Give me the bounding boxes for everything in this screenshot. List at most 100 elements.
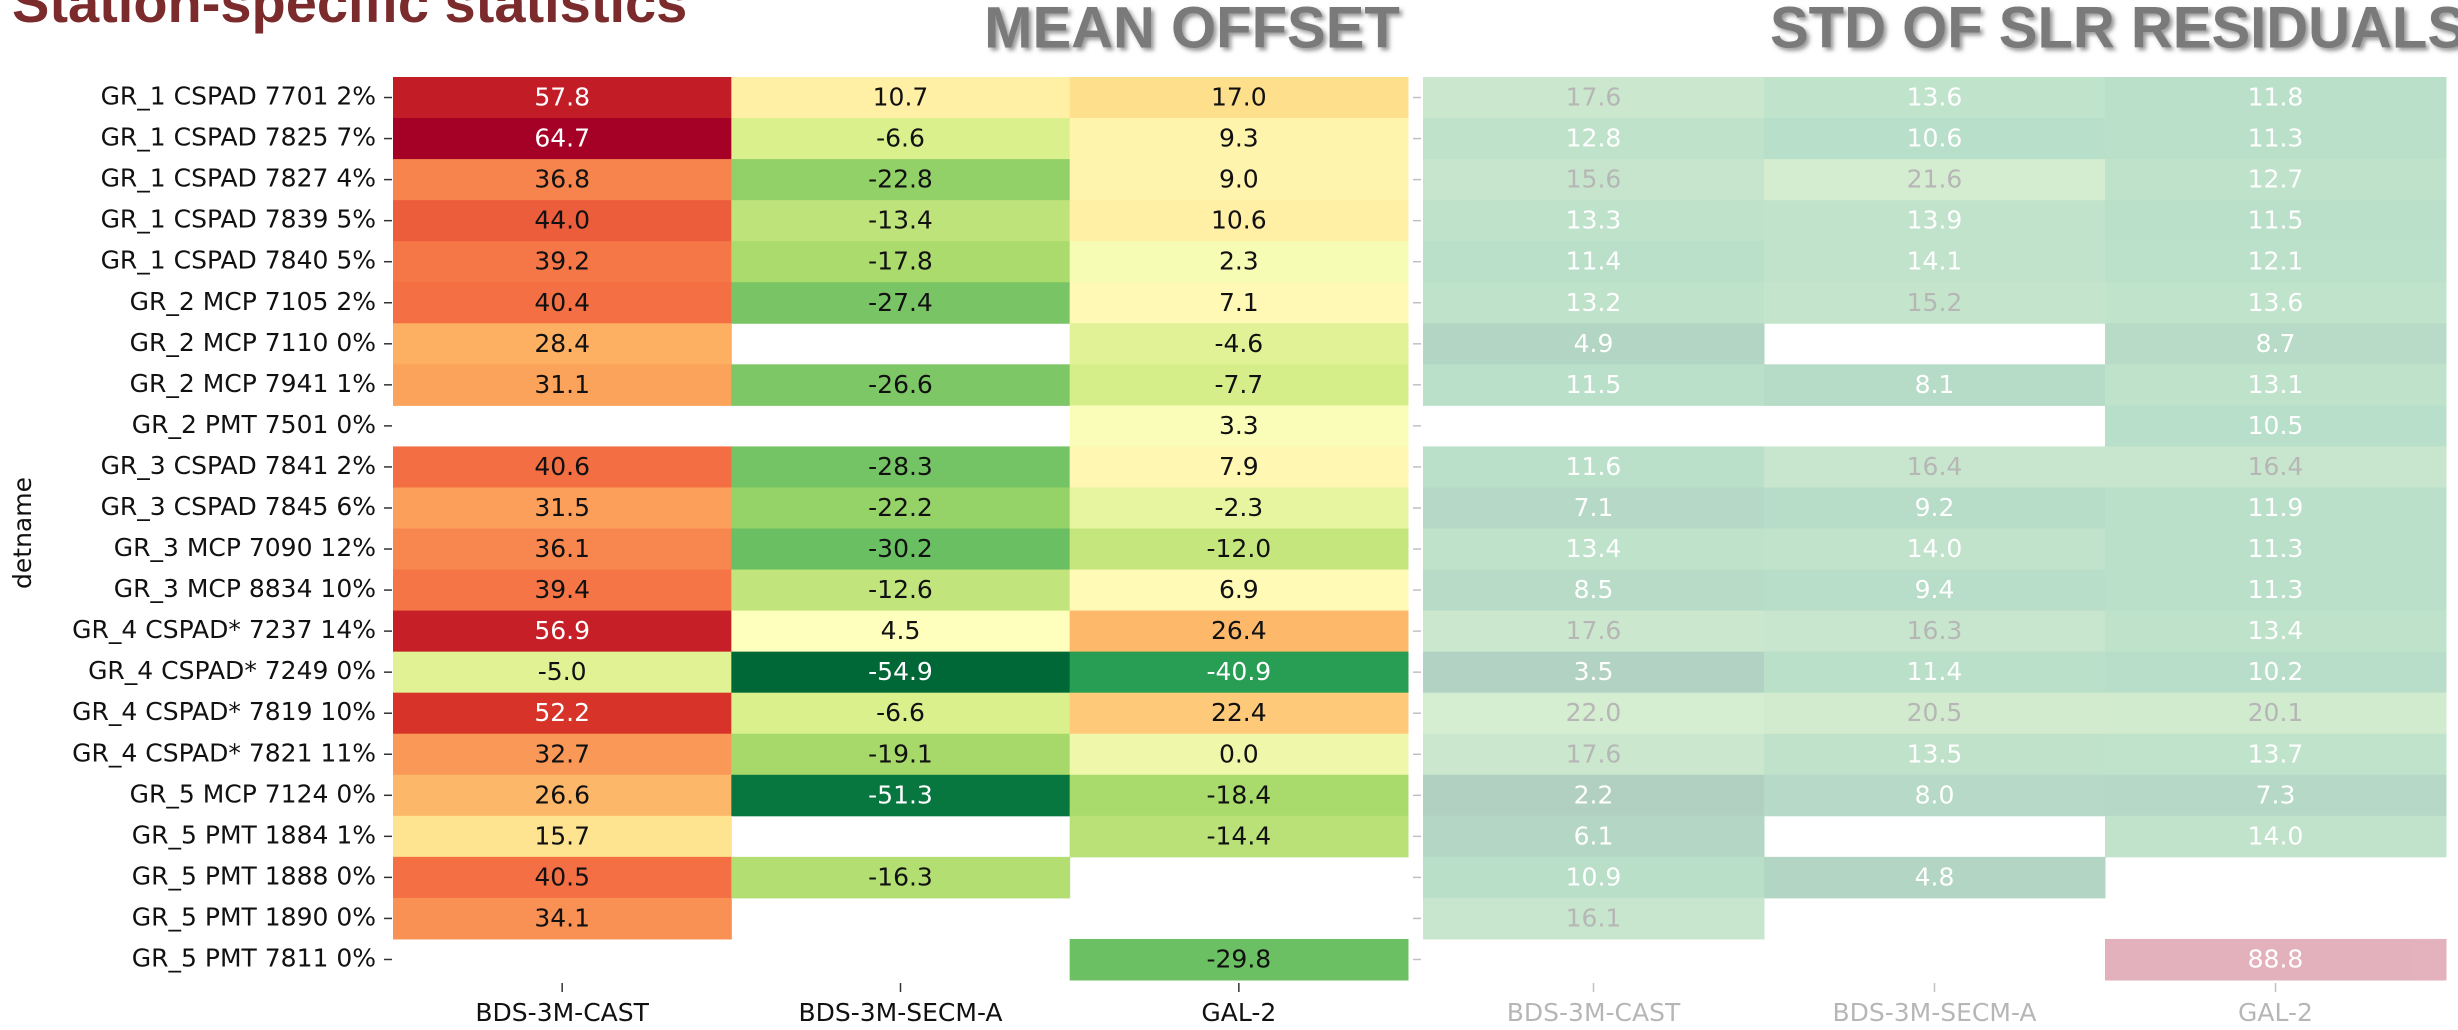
cell-label: 7.1	[1219, 288, 1259, 317]
cell-label: 13.9	[1907, 206, 1963, 235]
cell-label: 40.5	[534, 862, 590, 891]
heatmap-cell	[2105, 118, 2447, 160]
heatmap-cell	[393, 692, 732, 735]
heatmap-cell	[731, 528, 1071, 571]
cell-label: -27.4	[868, 288, 933, 317]
heatmap-cell	[1423, 364, 1765, 406]
cell-label: 20.1	[2248, 698, 2304, 727]
heatmap-cell	[1764, 569, 2106, 612]
heatmap-cell	[1069, 733, 1409, 776]
heatmap-cell	[1764, 118, 2106, 160]
heatmap-cell	[1069, 815, 1409, 858]
cell-label: 36.1	[534, 534, 590, 563]
y-axis-label: detname	[8, 477, 37, 589]
cell-label: -40.9	[1206, 657, 1271, 686]
x-tick-label: BDS-3M-SECM-A	[798, 998, 1002, 1027]
cell-label: 28.4	[534, 329, 590, 358]
heatmap-cell	[2105, 733, 2447, 776]
y-tick-label: GR_2 PMT 7501 0%	[132, 410, 376, 439]
heatmap-cell	[2105, 774, 2447, 817]
cell-label: 13.5	[1907, 739, 1963, 768]
heatmap-cell	[393, 610, 732, 653]
cell-label: 8.5	[1574, 575, 1614, 604]
cell-label: -12.6	[868, 575, 933, 604]
heatmap-cell	[1423, 528, 1765, 571]
cell-label: 13.4	[1566, 534, 1622, 563]
cell-label: 11.4	[1907, 657, 1963, 686]
cell-label: 4.5	[881, 616, 921, 645]
heatmap-cell	[731, 569, 1071, 612]
heatmap-cell	[2105, 938, 2447, 981]
cell-label: -6.6	[876, 124, 925, 153]
cell-label: 64.7	[534, 124, 590, 153]
heatmap-cell	[2105, 446, 2447, 488]
cell-label: 13.2	[1566, 288, 1622, 317]
heatmap-cell	[1069, 610, 1409, 653]
heatmap-cell	[2105, 282, 2447, 324]
heatmap-cell	[1423, 815, 1765, 858]
cell-label: 15.7	[534, 821, 590, 850]
heatmap-cell	[1069, 118, 1409, 160]
cell-label: 44.0	[534, 206, 590, 235]
y-tick-label: GR_1 CSPAD 7827 4%	[101, 164, 376, 193]
heatmap-cell	[1764, 692, 2106, 735]
y-tick-label: GR_5 MCP 7124 0%	[130, 779, 376, 808]
heatmap-cell	[1764, 733, 2106, 776]
heatmap-cell	[393, 733, 732, 776]
cell-label: -30.2	[868, 534, 933, 563]
heatmap-cell	[731, 774, 1071, 817]
cell-label: -28.3	[868, 452, 933, 481]
cell-label: 11.8	[2248, 83, 2304, 112]
cell-label: 10.6	[1211, 206, 1267, 235]
heatmap-cell	[1764, 241, 2106, 283]
heatmap-cell	[1423, 282, 1765, 324]
heatmap-cell	[2105, 159, 2447, 201]
x-tick-label: GAL-2	[2238, 998, 2313, 1027]
heatmap-cell	[731, 487, 1071, 529]
heatmap-cell	[1069, 77, 1409, 119]
y-tick-label: GR_1 CSPAD 7839 5%	[101, 205, 376, 234]
cell-label: 14.1	[1907, 247, 1963, 276]
heatmap-cell	[1423, 897, 1765, 940]
heatmap-cell	[1423, 446, 1765, 488]
cell-label: 40.4	[534, 288, 590, 317]
heatmap-cell	[1423, 77, 1765, 119]
heatmap-cell	[1764, 487, 2106, 529]
heatmap-cell	[731, 241, 1071, 283]
heatmap-cell	[731, 159, 1071, 201]
heatmap-cell	[1069, 528, 1409, 571]
y-tick-label: GR_4 CSPAD* 7237 14%	[72, 615, 376, 644]
cell-label: -22.8	[868, 165, 933, 194]
heatmap-cell	[731, 856, 1071, 899]
heatmap-cell	[393, 200, 732, 242]
heatmap-cell	[1423, 733, 1765, 776]
y-tick-label: GR_5 PMT 1890 0%	[132, 902, 376, 931]
heatmap-cell	[393, 446, 732, 488]
cell-label: 20.5	[1907, 698, 1963, 727]
y-tick-label: GR_5 PMT 1884 1%	[132, 820, 376, 849]
heatmap-cell	[1764, 77, 2106, 119]
y-tick-label: GR_2 MCP 7941 1%	[130, 369, 376, 398]
cell-label: 10.7	[873, 83, 929, 112]
cell-label: 21.6	[1907, 165, 1963, 194]
heatmap-cell	[1069, 692, 1409, 735]
cell-label: 13.6	[2248, 288, 2304, 317]
y-tick-label: GR_3 MCP 8834 10%	[114, 574, 376, 603]
cell-label: 11.5	[1566, 370, 1622, 399]
y-tick-label: GR_1 CSPAD 7701 2%	[101, 82, 376, 111]
heatmap-cell	[1764, 651, 2106, 694]
heatmap-cell	[1423, 241, 1765, 283]
heatmap-cell	[731, 282, 1071, 324]
heatmap-cell	[1423, 651, 1765, 694]
cell-label: 2.2	[1574, 780, 1614, 809]
heatmap-cell	[731, 610, 1071, 653]
heatmap-cell	[1069, 405, 1409, 447]
x-tick-label: BDS-3M-CAST	[1507, 998, 1681, 1027]
heatmap-cell	[2105, 569, 2447, 612]
heatmap-cell	[1069, 241, 1409, 283]
heatmap-cell	[1069, 487, 1409, 529]
heatmap-cell	[2105, 405, 2447, 447]
heatmap-cell	[393, 487, 732, 529]
heatmap-cell	[393, 118, 732, 160]
cell-label: 39.2	[534, 247, 590, 276]
